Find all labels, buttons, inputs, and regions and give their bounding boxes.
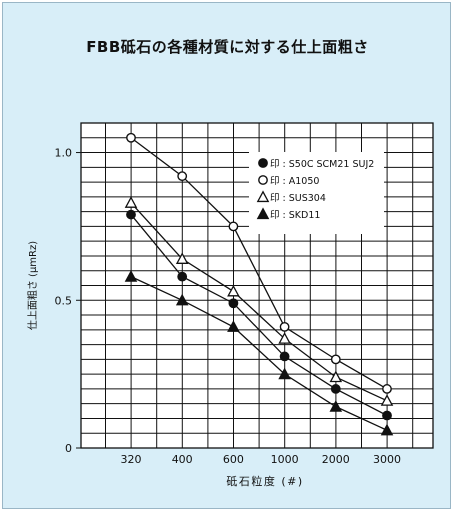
series-line <box>130 214 388 417</box>
series-line <box>130 202 388 402</box>
data-point <box>380 394 394 406</box>
y-tick-label: 0.5 <box>55 294 73 307</box>
data-point <box>177 271 188 282</box>
x-tick-label: 600 <box>223 453 244 466</box>
data-point <box>124 270 138 282</box>
data-point <box>124 196 138 208</box>
series-line <box>130 276 388 431</box>
data-point <box>330 384 341 394</box>
x-tick-label: 320 <box>121 453 142 466</box>
legend-label: 印 : A1050 <box>270 175 319 187</box>
y-axis-label: 仕上面粗さ (μmRz) <box>26 241 39 330</box>
y-tick-label: 1.0 <box>55 147 73 160</box>
data-point <box>382 410 392 421</box>
legend-marker <box>256 207 270 220</box>
data-point <box>175 252 189 264</box>
legend-marker <box>258 175 268 185</box>
data-point <box>278 367 291 380</box>
data-point <box>227 284 240 297</box>
chart-title: FBB砥石の各種材質に対する仕上面粗さ <box>86 38 369 56</box>
data-point <box>330 354 341 365</box>
data-point <box>279 351 290 362</box>
x-tick-label: 2000 <box>322 453 350 466</box>
y-tick-label: 0 <box>65 442 72 455</box>
x-tick-label: 3000 <box>373 453 401 466</box>
plot-border <box>80 122 434 449</box>
data-point <box>175 293 189 306</box>
data-point <box>380 423 394 436</box>
legend-label: 印 : S50C SCM21 SUJ2 <box>270 158 374 170</box>
legend-marker <box>258 158 268 168</box>
legend-label: 印 : SUS304 <box>270 192 326 204</box>
data-point <box>126 132 136 143</box>
data-point <box>278 332 291 344</box>
x-tick-label: 400 <box>172 453 193 466</box>
data-point <box>177 171 188 182</box>
data-point <box>228 221 239 232</box>
data-point <box>329 400 343 412</box>
data-point <box>228 298 239 309</box>
data-point <box>227 320 240 332</box>
series-line <box>130 137 388 390</box>
data-point <box>329 370 343 383</box>
x-tick-label: 1000 <box>271 453 299 466</box>
legend-box <box>249 152 384 234</box>
legend-label: 印 : SKD11 <box>270 209 320 221</box>
data-point <box>279 321 290 332</box>
data-point <box>126 209 136 220</box>
x-axis-label: 砥石粒度 (#) <box>226 474 303 488</box>
data-point <box>382 384 392 394</box>
legend-marker <box>256 190 270 203</box>
